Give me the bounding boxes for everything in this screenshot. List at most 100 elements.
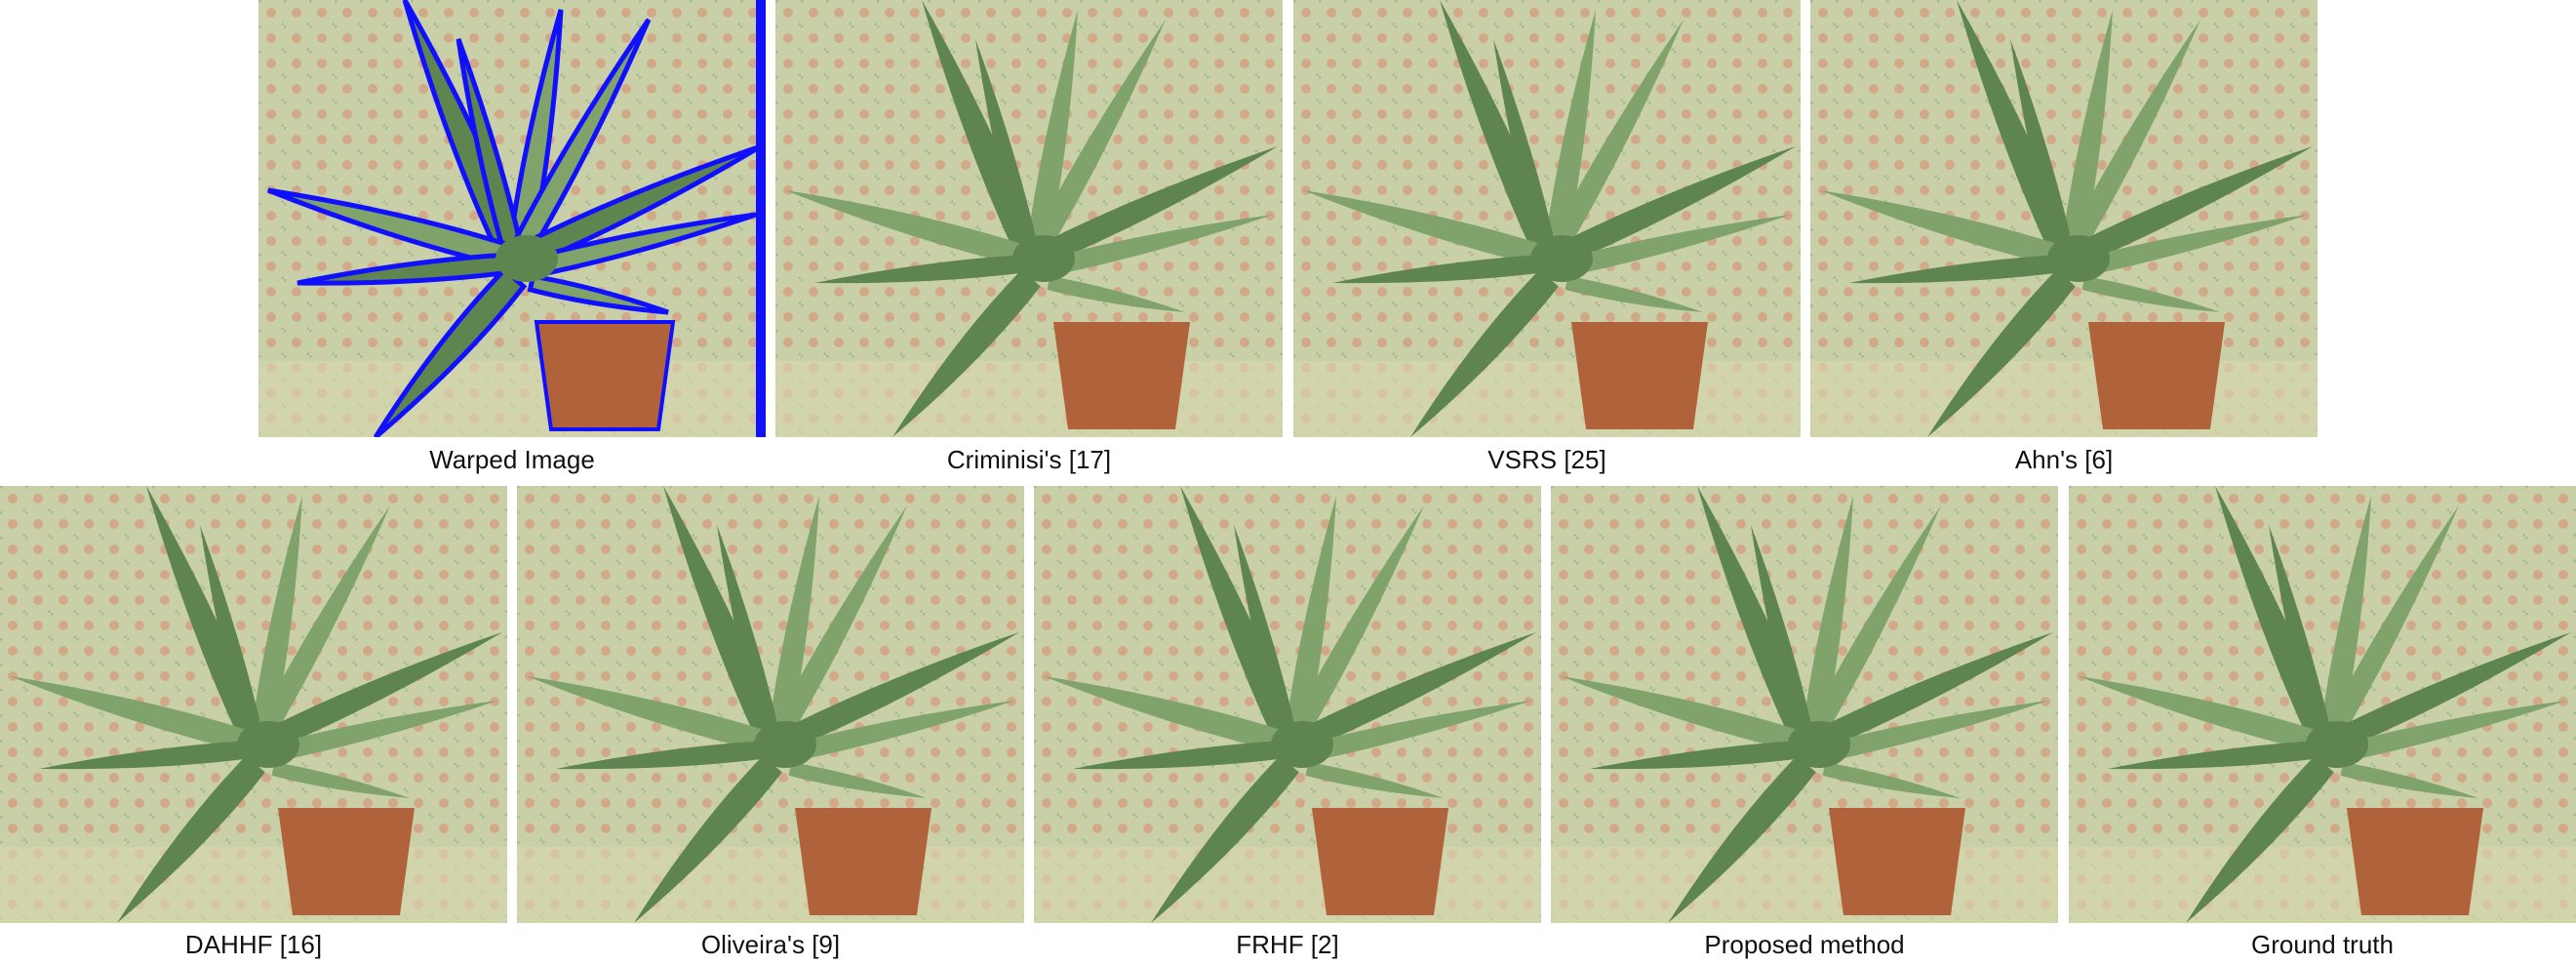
aloe-leaf [1410,269,1559,437]
aloe-leaf [1559,215,1791,277]
aloe-leaf [2065,20,2200,254]
table-surface [517,847,1024,923]
aloe-leaf [814,255,1028,284]
aloe-leaf [1805,505,1941,740]
aloe-leaf [788,762,927,798]
aloe-leaf [2186,755,2334,923]
aloe-leaf [1590,741,1803,770]
caption-criminisi: Criminisi's [17] [946,445,1112,474]
image-warped [258,0,766,437]
aloe-leaf [556,741,770,770]
plant-center [1530,235,1593,282]
aloe-leaf [2319,496,2371,740]
flower-pot [795,808,931,915]
aloe-leaf [10,676,252,752]
aloe-leaf [892,269,1041,437]
aloe-leaf [1044,676,1286,752]
aloe-leaf [39,741,253,770]
plant-center [237,721,299,768]
table-surface [1034,847,1541,923]
flower-pot [2088,322,2225,429]
aloe-leaf [1299,701,1531,763]
aloe-leaf [527,676,769,752]
aloe-leaf [2334,701,2566,763]
plant-center [495,235,558,282]
caption-ground-truth: Ground truth [2251,930,2394,959]
plant-center [2047,235,2110,282]
aloe-leaf [2323,505,2459,740]
flower-pot [2347,808,2483,915]
aloe-leaf [1751,525,1815,744]
aloe-leaf [1234,525,1298,744]
table-surface [1293,361,1801,437]
caption-vsrs: VSRS [25] [1487,445,1606,474]
aloe-leaf [2329,632,2571,751]
caption-ahn: Ahn's [6] [2014,445,2114,474]
caption-dahhf: DAHHF [16] [184,930,323,959]
aloe-leaf [251,496,302,740]
aloe-leaf [1041,215,1273,277]
aloe-leaf [1561,676,1803,752]
aloe-leaf [1849,255,2063,284]
flower-pot [1312,808,1448,915]
aloe-leaf [1927,269,2076,437]
caption-frhf: FRHF [2] [1236,930,1339,959]
aloe-leaf [1544,10,1596,254]
flower-pot [278,808,415,915]
aloe-leaf [1554,146,1796,265]
image-ahn [1810,0,2318,437]
aloe-leaf [1493,39,1558,259]
photo-render [1034,486,1541,923]
aloe-leaf [1036,146,1278,265]
table-surface [1810,361,2318,437]
aloe-leaf [777,632,1019,751]
aloe-leaf [1332,255,1546,284]
aloe-leaf [768,496,819,740]
aloe-leaf [2071,146,2313,265]
image-ground-truth [2069,486,2576,923]
aloe-leaf [456,38,526,261]
aloe-leaf [975,39,1040,259]
flower-pot [1571,322,1708,429]
aloe-leaf [1151,755,1299,923]
aloe-leaf [260,632,502,751]
aloe-leaf [1047,276,1185,312]
aloe-leaf [1811,632,2053,751]
aloe-leaf [271,762,410,798]
plant-center [1012,235,1075,282]
plant-center [1271,721,1333,768]
aloe-leaf [2076,215,2308,277]
aloe-leaf [2081,276,2220,312]
aloe-leaf [267,187,513,269]
aloe-leaf [2108,741,2321,770]
table-surface [258,361,766,437]
photo-render [1810,0,2318,437]
photo-render [1551,486,2058,923]
aloe-leaf [2061,10,2113,254]
aloe-leaf [1668,755,1816,923]
aloe-leaf [1303,190,1545,266]
image-oliveira [517,486,1024,923]
caption-proposed: Proposed method [1704,930,1905,959]
aloe-leaf [373,266,528,437]
table-surface [1551,847,2058,923]
aloe-leaf [1820,190,2062,266]
image-vsrs [1293,0,1801,437]
aloe-leaf [785,190,1027,266]
image-criminisi [775,0,1283,437]
photo-render [0,486,507,923]
plant-center [754,721,816,768]
image-dahhf [0,486,507,923]
aloe-leaf [1816,701,2048,763]
aloe-leaf [506,9,564,257]
aloe-leaf [1548,20,1684,254]
table-surface [2069,847,2576,923]
aloe-leaf [1822,762,1961,798]
disocclusion-hole [756,0,766,437]
aloe-leaf [1073,741,1287,770]
plant-center [2306,721,2368,768]
photo-render [2069,486,2576,923]
aloe-leaf [527,273,669,315]
aloe-leaf [2079,676,2320,752]
flower-pot [1053,322,1190,429]
